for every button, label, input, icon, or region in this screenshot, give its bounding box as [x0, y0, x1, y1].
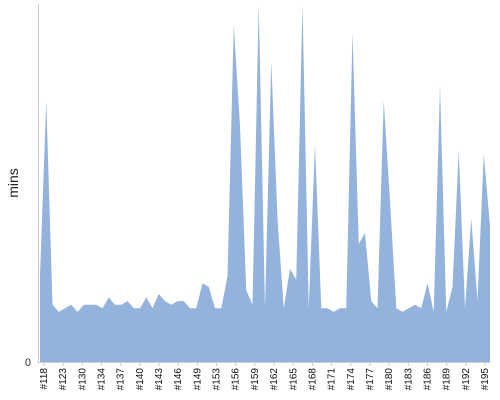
x-tick-label: #165 — [288, 368, 299, 391]
y-axis-label: mins — [5, 168, 21, 198]
y-tick-label: 0 — [25, 357, 31, 369]
x-tick-label: #123 — [58, 368, 69, 391]
x-tick-label: #134 — [97, 368, 108, 391]
x-tick-label: #183 — [403, 368, 414, 391]
x-tick-label: #118 — [39, 368, 50, 390]
x-tick-label: #189 — [442, 368, 453, 391]
x-tick-label: #192 — [461, 368, 472, 391]
x-tick-label: #130 — [77, 368, 88, 391]
x-tick-label: #171 — [327, 368, 338, 391]
x-tick-label: #186 — [422, 368, 433, 391]
x-tick-label: #143 — [154, 368, 165, 391]
x-tick-label: #159 — [250, 368, 261, 391]
y-ticks: 0 — [25, 357, 31, 369]
x-tick-label: #153 — [212, 368, 223, 391]
x-ticks: #118 #123 #130 #134 #137 #140 #143 #146 #149 #153… — [39, 362, 491, 390]
plot-area — [40, 4, 490, 362]
x-tick-label: #146 — [173, 368, 184, 391]
x-tick-label: #180 — [384, 368, 395, 391]
x-tick-label: #162 — [269, 368, 280, 391]
x-tick-label: #168 — [307, 368, 318, 391]
x-tick-label: #195 — [480, 368, 491, 391]
x-tick-label: #156 — [231, 368, 242, 391]
x-tick-label: #177 — [365, 368, 376, 391]
x-tick-label: #137 — [116, 368, 127, 391]
series-area — [40, 4, 490, 362]
x-tick-label: #149 — [192, 368, 203, 391]
x-tick-label: #140 — [135, 368, 146, 391]
x-tick-label: #174 — [346, 368, 357, 391]
